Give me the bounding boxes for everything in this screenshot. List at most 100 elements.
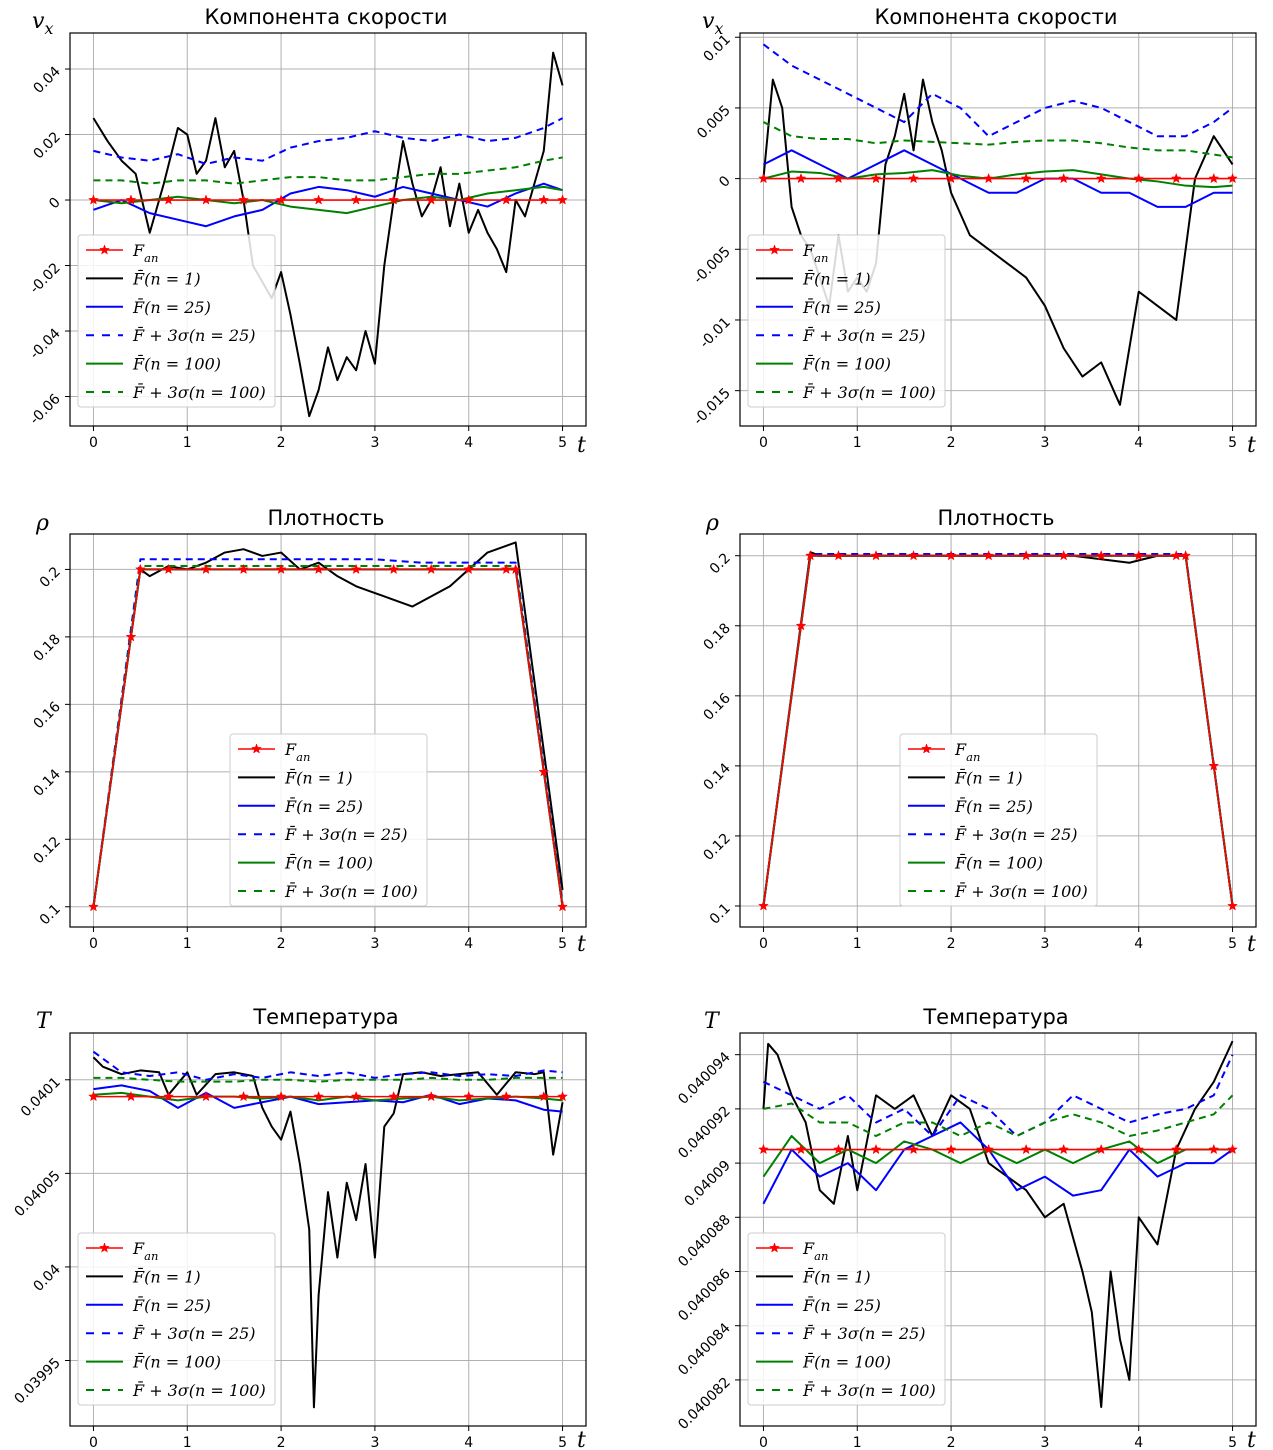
legend-label: Fan — [802, 1239, 828, 1263]
y-tick-label: 0.14 — [30, 766, 63, 799]
analytic-marker — [983, 1143, 995, 1155]
chart-title: Компонента скорости — [874, 5, 1117, 29]
analytic-marker — [945, 550, 957, 561]
analytic-marker — [1020, 1143, 1032, 1155]
y-tick-label: -0.06 — [27, 391, 64, 428]
y-tick-label: 0.04005 — [12, 1168, 64, 1220]
x-tick-label: 3 — [1040, 936, 1049, 952]
series-line-n1 — [762, 1040, 1234, 1409]
legend-label: F̄(n = 100) — [132, 1351, 221, 1372]
axes-frame — [69, 533, 587, 928]
analytic-marker — [1095, 172, 1107, 184]
analytic-marker — [833, 550, 844, 561]
analytic-marker — [510, 563, 522, 575]
chart-title: Плотность — [267, 506, 384, 530]
legend-label: F̄ + 3σ(n = 100) — [132, 381, 266, 402]
legend-label: Fan — [132, 241, 158, 265]
series-line-n100-sigma — [763, 121, 1233, 159]
series-line-n25 — [763, 149, 1233, 208]
analytic-marker — [795, 1143, 807, 1155]
x-tick-label: 4 — [464, 1435, 473, 1450]
analytic-marker — [163, 194, 174, 205]
analytic-marker — [88, 1090, 99, 1102]
x-tick-label: 0 — [89, 936, 98, 952]
analytic-marker — [200, 194, 212, 205]
axes-frame — [69, 32, 587, 427]
x-tick-label: 4 — [1134, 435, 1143, 451]
y-tick-label: 0.2 — [37, 564, 64, 591]
series-line-n100 — [762, 1134, 1233, 1178]
x-tick-label: 4 — [1134, 1435, 1143, 1450]
x-axis-label: t — [577, 932, 586, 957]
analytic-marker — [425, 1090, 437, 1102]
x-tick-label: 2 — [277, 1435, 286, 1450]
x-tick-label: 2 — [947, 1435, 956, 1450]
analytic-marker — [125, 631, 137, 642]
series-line-analytic — [762, 554, 1234, 907]
series-line-n100-sigma — [92, 565, 564, 907]
chart-title: Температура — [252, 1005, 398, 1029]
y-tick-label: 0.040082 — [675, 1374, 734, 1433]
analytic-marker — [538, 194, 550, 205]
chart-title: Компонента скорости — [204, 5, 447, 29]
x-tick-label: 1 — [853, 435, 862, 451]
y-tick-label: -0.02 — [27, 260, 64, 297]
legend-label: F̄(n = 25) — [132, 1294, 211, 1315]
analytic-marker — [557, 194, 568, 205]
analytic-marker — [1170, 172, 1182, 184]
analytic-marker — [463, 1090, 475, 1102]
x-tick-label: 0 — [759, 936, 768, 952]
legend-box — [229, 733, 428, 907]
y-tick-label: 0.16 — [30, 699, 63, 732]
legend-box — [747, 1232, 946, 1406]
analytic-marker — [313, 563, 325, 575]
legend-label: F̄(n = 1) — [802, 1265, 871, 1286]
analytic-marker — [500, 194, 512, 205]
legend-star-marker — [251, 743, 262, 754]
analytic-marker — [388, 563, 400, 575]
legend-label: F̄(n = 25) — [284, 795, 363, 816]
x-tick-label: 3 — [370, 936, 379, 952]
y-tick-label: -0.015 — [691, 385, 734, 428]
analytic-marker — [1208, 172, 1220, 184]
x-axis-label: t — [577, 1428, 586, 1450]
analytic-marker — [1133, 550, 1145, 561]
y-tick-label: 0.1 — [707, 900, 734, 927]
analytic-marker — [795, 620, 807, 631]
y-tick-label: 0.0401 — [18, 1074, 64, 1120]
y-axis-label: T — [704, 1009, 721, 1034]
legend-label: Fan — [802, 241, 828, 265]
series-line-n25-sigma — [93, 117, 564, 165]
x-axis-label: t — [1247, 1428, 1256, 1450]
analytic-marker — [275, 1090, 287, 1102]
analytic-marker — [557, 1090, 568, 1102]
series-group — [758, 1040, 1238, 1409]
y-tick-label: -0.005 — [691, 244, 734, 287]
axes-frame — [739, 1032, 1257, 1427]
chart-title: Плотность — [937, 506, 1054, 530]
x-tick-label: 5 — [1228, 1435, 1237, 1450]
analytic-marker — [538, 1090, 550, 1102]
x-tick-label: 3 — [1040, 1435, 1049, 1450]
legend-box — [77, 234, 276, 408]
analytic-marker — [200, 563, 212, 575]
legend-label: Fan — [284, 740, 310, 764]
analytic-marker — [1095, 1143, 1107, 1155]
series-line-n100-sigma — [93, 1076, 563, 1083]
series-line-n25-sigma — [92, 1050, 563, 1081]
panel-1: 0 1 2 3 4 5 0.04 0.02 0 -0.02 -0.04 -0.06 Компонента… — [27, 5, 587, 458]
analytic-marker — [1227, 900, 1238, 911]
x-tick-label: 3 — [370, 435, 379, 451]
analytic-marker — [1227, 1143, 1238, 1155]
legend-box — [899, 733, 1098, 907]
y-tick-label: 0.040094 — [675, 1049, 734, 1108]
legend-label: F̄(n = 1) — [132, 1265, 201, 1286]
legend-label: F̄(n = 25) — [954, 795, 1033, 816]
x-tick-label: 1 — [183, 435, 192, 451]
legend-label: F̄(n = 1) — [132, 267, 201, 288]
analytic-marker — [500, 563, 512, 575]
y-axis-label: vx — [702, 9, 723, 38]
x-tick-label: 5 — [558, 1435, 567, 1450]
legend-label: F̄ + 3σ(n = 100) — [132, 1379, 266, 1400]
